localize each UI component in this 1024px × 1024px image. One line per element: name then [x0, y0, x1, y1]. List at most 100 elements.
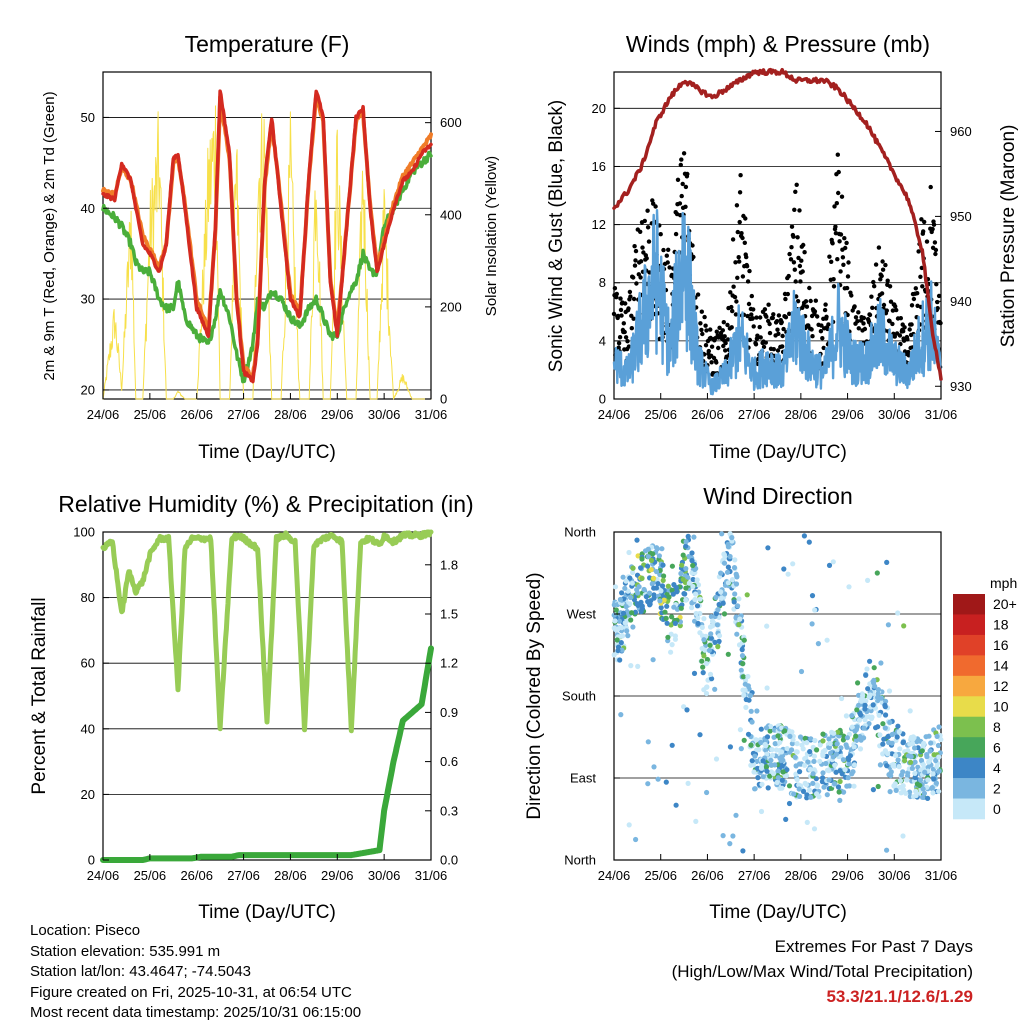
direction-dot: [707, 642, 713, 648]
direction-dot: [835, 784, 842, 790]
gust-dot: [853, 315, 859, 320]
direction-dot: [760, 758, 766, 764]
direction-dot: [807, 749, 813, 755]
direction-dot: [704, 684, 710, 690]
direction-dot: [629, 580, 635, 586]
direction-dot: [884, 763, 890, 769]
gust-dot: [793, 189, 798, 194]
gust-dot: [876, 245, 882, 250]
direction-dot: [655, 776, 661, 782]
y-tick-label: East: [570, 771, 596, 786]
gust-dot: [631, 316, 636, 321]
direction-dot: [671, 604, 677, 610]
direction-dot: [880, 721, 886, 727]
colorbar-swatch: [953, 778, 985, 799]
gust-dot: [757, 324, 762, 330]
colorbar-label: 20+: [993, 596, 1017, 612]
gust-dot: [695, 292, 701, 297]
direction-dot: [877, 732, 883, 738]
y-tick-label: 0.6: [440, 754, 458, 769]
gust-dot: [909, 322, 914, 327]
direction-dot: [628, 617, 634, 623]
direction-dot: [661, 573, 667, 579]
direction-dot: [885, 622, 892, 628]
temperature-lines: [101, 89, 433, 384]
gust-dot: [902, 325, 907, 330]
direction-dot: [849, 724, 855, 730]
gust-dot: [749, 293, 754, 299]
direction-dot: [810, 780, 816, 787]
direction-dot: [784, 767, 790, 773]
x-tick-label: 30/06: [368, 868, 401, 883]
gust-dot: [922, 219, 927, 225]
direction-dot: [832, 762, 838, 768]
gust-dot: [870, 305, 875, 310]
gust-dot: [631, 296, 637, 302]
gust-dot: [932, 240, 938, 245]
direction-dot: [630, 565, 636, 571]
gust-dot: [786, 273, 791, 279]
direction-dot: [913, 792, 919, 799]
direction-dot: [920, 742, 926, 748]
colorbar-label: 2: [993, 780, 1001, 796]
direction-dot: [669, 614, 675, 620]
precipitation-line: [100, 645, 434, 863]
gust-dot: [873, 262, 879, 267]
gust-dot: [818, 329, 824, 334]
direction-dot: [856, 717, 863, 723]
direction-dot: [740, 674, 747, 680]
gust-dot: [787, 251, 792, 257]
direction-dot: [737, 616, 743, 622]
direction-dot: [923, 734, 929, 740]
gust-dot: [855, 319, 860, 324]
gust-dot: [792, 267, 797, 272]
gust-dot: [763, 340, 768, 345]
direction-dot: [808, 736, 814, 742]
gust-dot: [898, 316, 903, 321]
direction-dot: [854, 707, 860, 713]
direction-dot: [658, 605, 664, 611]
direction-dot: [701, 616, 707, 622]
direction-dot: [635, 663, 641, 670]
gust-dot: [747, 268, 752, 274]
direction-dot: [867, 658, 873, 664]
y-tick-label: North: [564, 525, 596, 540]
gust-dot: [819, 323, 824, 328]
direction-dot: [673, 802, 679, 808]
direction-dot: [783, 773, 790, 779]
x-tick-label: 31/06: [925, 407, 958, 422]
colorbar-swatch: [953, 798, 985, 820]
gust-dot: [638, 259, 644, 264]
gust-dot: [732, 294, 738, 300]
direction-dot: [862, 702, 868, 708]
direction-dot: [613, 607, 619, 613]
direction-dot: [648, 598, 654, 604]
direction-dot: [792, 754, 798, 760]
gust-dot: [614, 291, 619, 297]
x-tick-label: 26/06: [691, 868, 724, 883]
direction-dot: [853, 737, 860, 744]
direction-dot: [798, 668, 805, 675]
direction-dot: [854, 724, 860, 730]
direction-dot: [657, 598, 663, 604]
gust-dot: [619, 313, 624, 318]
gust-dot: [934, 282, 939, 287]
direction-dot: [634, 537, 640, 543]
x-tick-label: 27/06: [227, 407, 260, 422]
gust-dot: [885, 278, 890, 283]
gust-dot: [800, 269, 805, 274]
gust-dot: [627, 289, 633, 295]
gust-dot: [928, 184, 933, 190]
direction-dot: [883, 712, 889, 718]
temp-2m-line: [101, 89, 433, 384]
direction-dot: [739, 647, 745, 653]
direction-dot: [743, 704, 749, 711]
direction-dot: [936, 768, 942, 774]
x-tick-label: 26/06: [180, 868, 213, 883]
direction-dot: [666, 594, 672, 600]
gust-dot: [893, 304, 898, 309]
winds-ylabel-left: Sonic Wind & Gust (Blue, Black): [546, 100, 567, 372]
direction-dot: [618, 712, 624, 718]
direction-dot: [814, 747, 820, 753]
direction-dot: [931, 752, 937, 758]
